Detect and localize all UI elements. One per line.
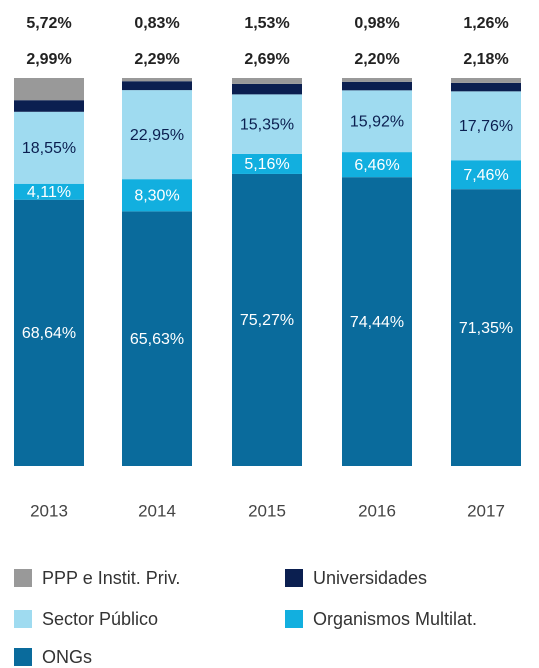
data-label: 2,69% bbox=[244, 51, 289, 68]
data-label: 17,76% bbox=[459, 118, 513, 135]
data-label: 1,26% bbox=[463, 15, 508, 32]
bar-segment bbox=[232, 83, 302, 95]
x-tick-label: 2017 bbox=[467, 501, 505, 520]
bar-segment bbox=[451, 189, 521, 466]
data-label: 2,29% bbox=[134, 51, 179, 68]
bar-segment bbox=[122, 179, 192, 212]
legend-label: Organismos Multilat. bbox=[313, 609, 477, 629]
bar-segment bbox=[122, 78, 192, 82]
legend-label: Universidades bbox=[313, 568, 427, 588]
data-label: 74,44% bbox=[350, 314, 404, 331]
legend-swatch bbox=[14, 569, 32, 587]
data-label: 6,46% bbox=[354, 157, 399, 174]
bar-segment bbox=[14, 111, 84, 184]
bar-segment bbox=[122, 90, 192, 180]
bar-segment bbox=[14, 100, 84, 112]
bar-segment bbox=[122, 81, 192, 91]
bar-segment bbox=[232, 153, 302, 174]
data-label: 15,92% bbox=[350, 113, 404, 130]
bar-segment bbox=[14, 78, 84, 101]
data-label: 7,46% bbox=[463, 167, 508, 184]
x-tick-label: 2014 bbox=[138, 501, 176, 520]
data-label: 2,20% bbox=[354, 51, 399, 68]
bar-segment bbox=[451, 82, 521, 92]
bar-segment bbox=[342, 81, 412, 91]
legend-label: ONGs bbox=[42, 647, 92, 667]
bar-segment bbox=[232, 173, 302, 466]
data-label: 71,35% bbox=[459, 320, 513, 337]
data-label: 65,63% bbox=[130, 331, 184, 348]
bar-segment bbox=[14, 183, 84, 200]
data-label: 4,11% bbox=[27, 184, 71, 201]
bar-segment bbox=[342, 90, 412, 153]
data-label: 2,18% bbox=[463, 51, 508, 68]
data-label: 15,35% bbox=[240, 116, 294, 133]
bar-segment bbox=[451, 160, 521, 190]
bar-segment bbox=[342, 177, 412, 467]
bar-segment bbox=[232, 78, 302, 84]
legend-label: PPP e Instit. Priv. bbox=[42, 568, 180, 588]
legend-swatch bbox=[285, 610, 303, 628]
data-label: 8,30% bbox=[134, 187, 179, 204]
data-label: 18,55% bbox=[22, 140, 76, 157]
data-label: 22,95% bbox=[130, 127, 184, 144]
bar-segment bbox=[342, 78, 412, 82]
data-label: 68,64% bbox=[22, 325, 76, 342]
legend-swatch bbox=[14, 648, 32, 666]
bar-segment bbox=[451, 78, 521, 83]
legend-swatch bbox=[14, 610, 32, 628]
legend-swatch bbox=[285, 569, 303, 587]
data-label: 0,98% bbox=[354, 15, 399, 32]
x-tick-label: 2013 bbox=[30, 501, 68, 520]
bar-segment bbox=[232, 94, 302, 154]
data-label: 1,53% bbox=[244, 15, 289, 32]
bar-segment bbox=[14, 199, 84, 466]
data-label: 2,99% bbox=[26, 51, 71, 68]
data-label: 5,72% bbox=[26, 15, 71, 32]
data-label: 5,16% bbox=[244, 156, 289, 173]
bar-segment bbox=[122, 211, 192, 466]
x-tick-label: 2015 bbox=[248, 501, 286, 520]
data-label: 0,83% bbox=[134, 15, 179, 32]
bar-segment bbox=[451, 91, 521, 161]
legend-label: Sector Público bbox=[42, 609, 158, 629]
data-label: 75,27% bbox=[240, 312, 294, 329]
x-tick-label: 2016 bbox=[358, 501, 396, 520]
bar-segment bbox=[342, 152, 412, 178]
